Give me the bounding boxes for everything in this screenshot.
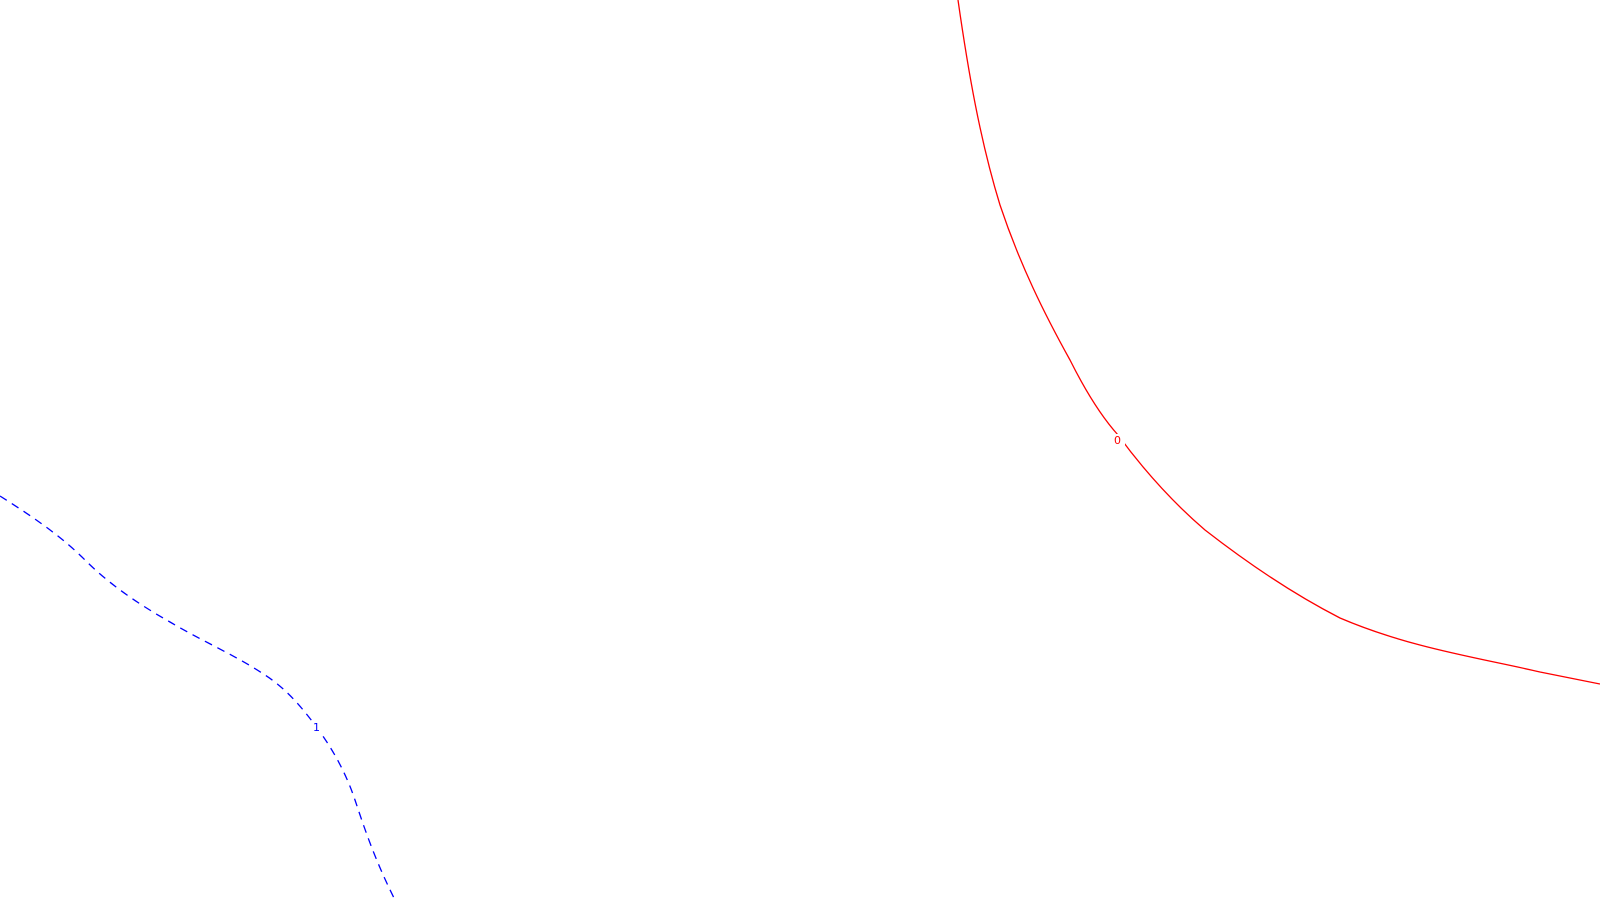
contour-label-0: 0 [1114, 434, 1121, 447]
contour-label-1: 1 [313, 721, 320, 734]
